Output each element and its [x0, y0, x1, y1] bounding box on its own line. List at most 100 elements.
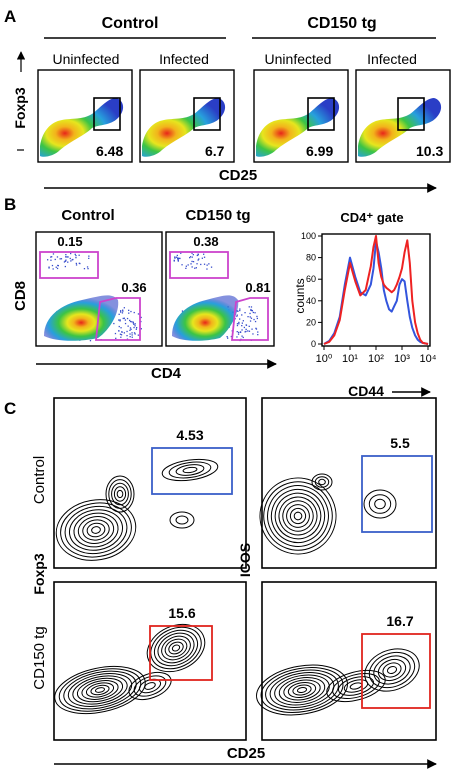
event-dot: [194, 267, 196, 269]
event-dot: [185, 267, 187, 269]
event-dot: [72, 258, 74, 261]
contour-line: [377, 658, 407, 682]
event-dot: [129, 336, 131, 338]
group-title-control: Control: [102, 15, 159, 32]
event-dot: [203, 263, 206, 265]
event-dot: [134, 323, 136, 325]
event-dot: [134, 325, 136, 327]
event-dot: [254, 320, 257, 323]
group-title-cd150: CD150 tg: [307, 15, 376, 32]
gate-value-a4: 10.3: [416, 143, 443, 159]
event-dot: [227, 337, 229, 339]
event-dot: [248, 306, 250, 308]
event-dot: [189, 257, 191, 259]
event-dot: [65, 259, 67, 261]
contour-line: [128, 671, 172, 701]
plot-title-a1: Uninfected: [53, 51, 120, 67]
event-dot: [140, 328, 142, 330]
event-dot: [132, 322, 134, 324]
event-dot: [51, 256, 53, 258]
contour-line: [282, 500, 314, 532]
dot-plot-b1: 0.15 0.36: [35, 231, 163, 347]
contour-line: [267, 485, 329, 547]
row-label-control: Control: [31, 456, 48, 504]
event-dot: [123, 307, 125, 309]
event-dot: [256, 315, 258, 318]
event-dot: [238, 321, 240, 324]
event-dot: [140, 316, 142, 319]
event-dot: [244, 331, 246, 333]
event-dot: [88, 255, 90, 257]
panel-label-a: A: [4, 7, 16, 26]
hist-series-1: [323, 235, 429, 345]
event-dot: [137, 334, 139, 336]
event-dot: [65, 254, 67, 256]
event-dot: [131, 321, 133, 323]
hist-x-ticks: 10⁰ 10¹ 10² 10³ 10⁴: [316, 346, 437, 365]
event-dot: [51, 264, 54, 267]
contour-line: [105, 475, 135, 513]
event-dot: [197, 253, 199, 255]
event-dot: [120, 310, 122, 312]
event-dot: [122, 317, 124, 320]
event-dot: [241, 335, 243, 337]
contour-plot-c2: 5.5: [259, 397, 437, 569]
event-dot: [120, 336, 122, 338]
event-dot: [185, 265, 187, 267]
event-dot: [129, 327, 132, 329]
event-dot: [177, 257, 180, 260]
hist-x-tick-label: 10²: [368, 353, 384, 365]
gate-value-c4: 16.7: [386, 613, 413, 629]
gate-value-cd8-b2: 0.38: [193, 234, 218, 249]
event-dot: [257, 334, 259, 336]
event-dot: [128, 309, 130, 311]
contour-line: [146, 623, 206, 673]
event-dot: [175, 256, 178, 258]
contour-line: [374, 498, 386, 510]
event-dot: [124, 319, 126, 321]
event-dot: [177, 258, 179, 260]
event-dot: [133, 311, 135, 314]
contour-line: [171, 644, 181, 652]
axis-label-cd8: CD8: [12, 281, 29, 311]
event-dot: [119, 320, 121, 322]
contour-line: [144, 682, 156, 690]
event-dot: [253, 318, 255, 321]
gate-rect-a3: [307, 97, 335, 131]
contour-line: [386, 666, 398, 674]
contour-line: [289, 507, 307, 525]
contour-line: [94, 687, 106, 693]
event-dot: [55, 266, 57, 268]
row-label-cd150: CD150 tg: [31, 626, 48, 689]
event-dot: [130, 328, 132, 330]
event-dot: [56, 256, 59, 258]
event-dot: [245, 330, 247, 333]
event-dot: [243, 326, 245, 329]
gate-cd8-b1: [39, 251, 99, 279]
event-dot: [250, 308, 252, 311]
event-dot: [255, 328, 258, 330]
gate-rect-a2: [193, 97, 221, 131]
gate-value-a2: 6.7: [205, 143, 225, 159]
contour-line: [263, 481, 333, 551]
event-dot: [67, 256, 69, 258]
event-dot: [50, 259, 52, 261]
event-dot: [118, 313, 120, 315]
contour-line: [296, 687, 308, 693]
hist-x-tick-label: 10⁴: [420, 353, 437, 365]
event-dot: [131, 332, 133, 334]
hist-x-tick-label: 10¹: [342, 353, 358, 365]
event-dot: [131, 336, 133, 338]
hist-y-tick-label: 80: [306, 253, 316, 263]
event-dot: [121, 312, 124, 314]
event-dot: [236, 315, 238, 317]
event-dot: [120, 334, 123, 336]
contour-line: [138, 678, 162, 694]
event-dot: [191, 266, 193, 268]
contour-line: [326, 669, 386, 703]
contour-line: [82, 519, 110, 541]
event-dot: [124, 322, 127, 325]
contour-line: [157, 632, 195, 664]
event-dot: [198, 258, 200, 260]
gate-value-cd8-b1: 0.15: [57, 234, 82, 249]
